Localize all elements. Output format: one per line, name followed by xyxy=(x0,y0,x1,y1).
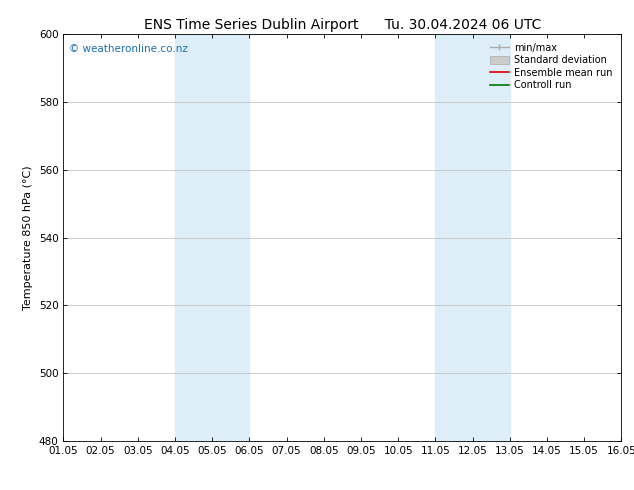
Y-axis label: Temperature 850 hPa (°C): Temperature 850 hPa (°C) xyxy=(23,165,33,310)
Title: ENS Time Series Dublin Airport      Tu. 30.04.2024 06 UTC: ENS Time Series Dublin Airport Tu. 30.04… xyxy=(144,18,541,32)
Bar xyxy=(436,34,510,441)
Text: © weatheronline.co.nz: © weatheronline.co.nz xyxy=(69,45,188,54)
Bar xyxy=(175,34,249,441)
Legend: min/max, Standard deviation, Ensemble mean run, Controll run: min/max, Standard deviation, Ensemble me… xyxy=(486,39,616,94)
